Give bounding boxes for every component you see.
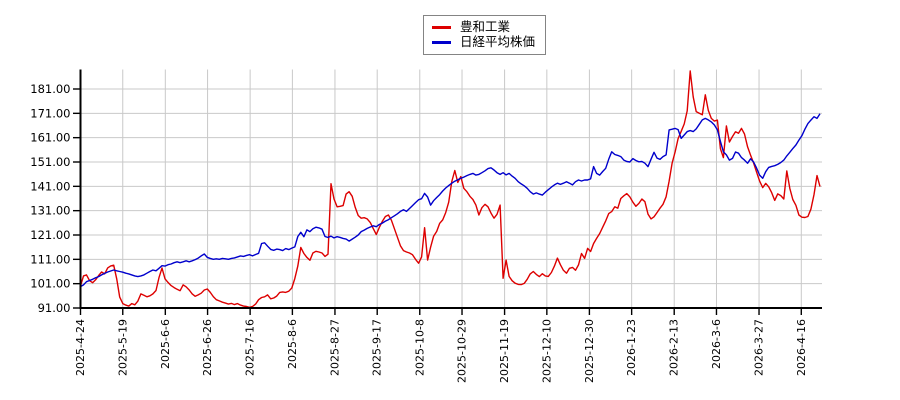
series-howa-kogyo-line: [79, 70, 821, 308]
x-tick-label: 2025-4-24: [74, 319, 87, 376]
y-tick-label: 101.00: [30, 277, 70, 291]
y-tick-label: 151.00: [30, 155, 70, 169]
x-tick-label: 2025-8-6: [286, 319, 299, 369]
y-tick-label: 111.00: [30, 252, 70, 266]
x-tick-label: 2025-12-10: [540, 319, 553, 383]
x-tick-label: 2026-1-23: [625, 319, 638, 376]
series-nikkei-average-line: [80, 113, 821, 288]
y-tick-label: 131.00: [30, 204, 70, 218]
x-tick-label: 2025-5-19: [116, 319, 129, 376]
y-tick-label: 181.00: [30, 82, 70, 96]
x-tick-label: 2025-7-16: [244, 319, 257, 376]
red-line-swatch-icon: [432, 26, 451, 29]
legend-label-nikkei-average: 日経平均株価: [460, 34, 536, 50]
blue-line-swatch-icon: [432, 41, 451, 44]
y-tick-label: 121.00: [30, 228, 70, 242]
x-tick-label: 2026-2-13: [668, 319, 681, 376]
x-tick-label: 2026-4-16: [795, 319, 808, 376]
x-tick-label: 2025-10-29: [456, 319, 469, 383]
x-tick-label: 2025-9-17: [371, 319, 384, 376]
y-tick-label: 161.00: [30, 131, 70, 145]
x-tick-label: 2026-3-6: [710, 319, 723, 369]
x-tick-label: 2025-6-6: [159, 319, 172, 369]
x-tick-label: 2025-10-8: [413, 319, 426, 376]
y-tick-label: 141.00: [30, 179, 70, 193]
legend-item-howa-kogyo: 豊和工業: [432, 20, 545, 35]
chart-legend: 豊和工業 日経平均株価: [423, 15, 546, 55]
legend-label-howa-kogyo: 豊和工業: [460, 19, 511, 35]
x-tick-label: 2026-3-27: [753, 319, 766, 376]
x-tick-label: 2025-8-27: [328, 319, 341, 376]
x-tick-label: 2025-6-26: [201, 319, 214, 376]
legend-item-nikkei-average: 日経平均株価: [432, 35, 545, 50]
y-tick-label: 171.00: [30, 106, 70, 120]
y-tick-label: 91.00: [38, 301, 71, 315]
x-tick-label: 2025-12-30: [583, 319, 596, 383]
x-tick-label: 2025-11-19: [498, 319, 511, 383]
